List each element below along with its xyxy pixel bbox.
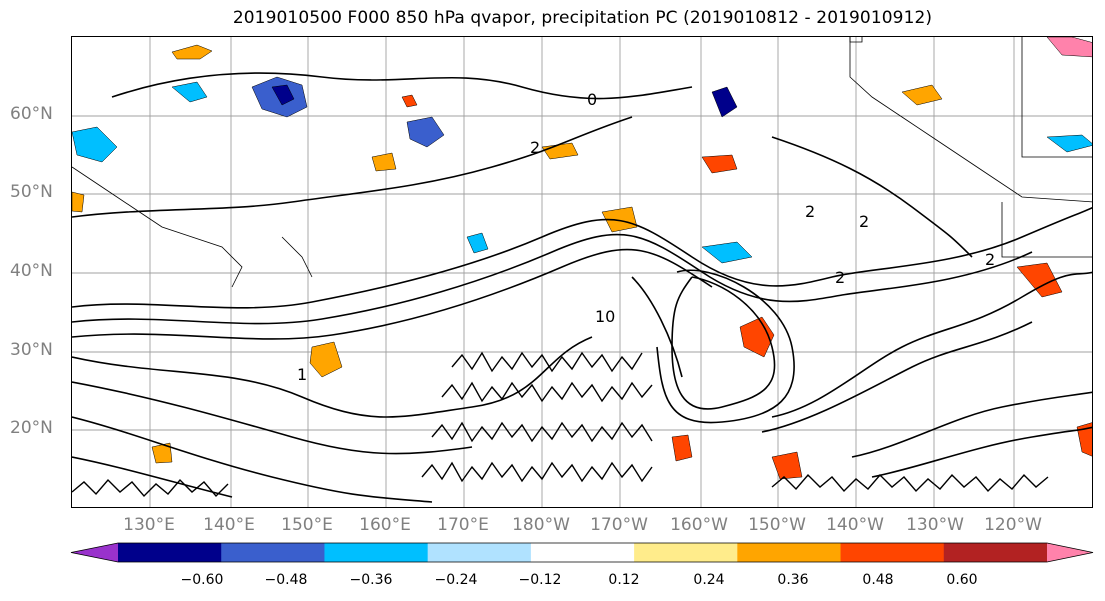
gridlines [72,37,1092,507]
map-canvas: 0 2 2 2 2 2 1 10 [72,37,1092,507]
colorbar-tick: −0.48 [264,572,308,588]
precip-fill-patches [72,37,1092,480]
lon-label-170w: 170°W [590,515,648,535]
contour-label: 0 [587,90,597,109]
colorbar-tick: 0.24 [693,572,725,588]
contour-label: 10 [595,307,615,326]
lat-label-60n: 60°N [10,104,53,124]
lon-label-130e: 130°E [123,515,175,535]
colorbar-segment [943,543,1048,562]
colorbar-tick: −0.12 [518,572,562,588]
colorbar-tick: 0.12 [608,572,640,588]
colorbar-tick: −0.36 [349,572,393,588]
lon-label-160w: 160°W [670,515,728,535]
lon-label-170e: 170°E [437,515,489,535]
colorbar-outline [70,542,1094,563]
colorbar-segment [840,543,945,562]
coastlines [72,37,1092,288]
lat-label-50n: 50°N [10,182,53,202]
lon-label-140w: 140°W [826,515,884,535]
contour-label: 2 [985,250,995,269]
map-panel: 0 2 2 2 2 2 1 10 [71,36,1093,508]
colorbar-tick: 0.36 [777,572,809,588]
colorbar-tick: −0.24 [434,572,478,588]
colorbar-segment [221,543,325,562]
lat-label-20n: 20°N [10,418,53,438]
lon-label-160e: 160°E [359,515,411,535]
lon-label-130w: 130°W [906,515,964,535]
colorbar-extend-high [1047,543,1093,562]
colorbar-segment [427,543,532,562]
contour-labels: 0 2 2 2 2 2 1 10 [297,90,995,384]
contour-label: 1 [297,365,307,384]
colorbar-tick: 0.48 [862,572,894,588]
colorbar-segments [70,542,1094,563]
colorbar-segment [634,543,738,562]
colorbar-extend-low [71,543,118,562]
lon-label-150e: 150°E [281,515,333,535]
colorbar-tick: −0.60 [180,572,224,588]
contour-label: 2 [859,212,869,231]
colorbar-segment [737,543,842,562]
map-title: 2019010500 F000 850 hPa qvapor, precipit… [232,8,933,28]
contour-label: 2 [835,268,845,287]
lat-label-40n: 40°N [10,261,53,281]
colorbar-tick: 0.60 [946,572,978,588]
colorbar-segment [530,543,635,562]
contour-label: 2 [805,202,815,221]
qvapor-contours [72,72,1092,503]
lon-label-180w: 180°W [512,515,570,535]
colorbar-segment [324,543,429,562]
contour-label: 2 [530,138,540,157]
lon-label-140e: 140°E [203,515,255,535]
tropical-contours [72,351,1049,498]
lon-label-150w: 150°W [748,515,806,535]
lon-label-120w: 120°W [984,515,1042,535]
lat-label-30n: 30°N [10,340,53,360]
colorbar-segment [118,543,222,562]
